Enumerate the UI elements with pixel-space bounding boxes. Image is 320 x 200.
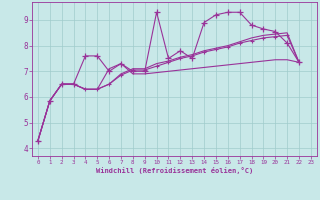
X-axis label: Windchill (Refroidissement éolien,°C): Windchill (Refroidissement éolien,°C): [96, 167, 253, 174]
